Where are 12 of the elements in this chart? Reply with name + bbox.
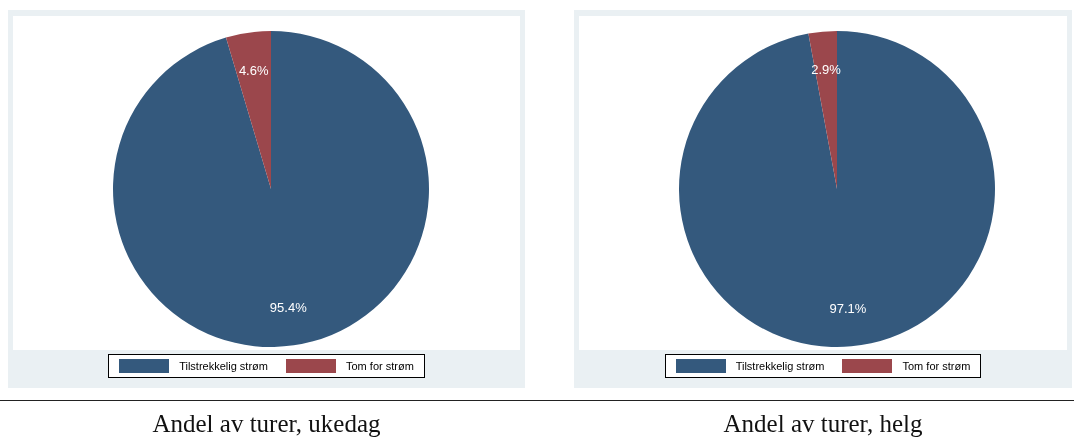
text: Andel av turer, ukedag [151, 410, 382, 438]
pie-slice [225, 31, 271, 189]
data-label: 97.1% [829, 301, 867, 317]
text: Andel av turer, helg [722, 410, 924, 438]
legend-label: Tilstrekkelig strøm [735, 360, 825, 372]
legend-label: Tom for strøm [902, 360, 971, 372]
legend-label: Tom for strøm [345, 360, 414, 372]
data-label: 95.4% [269, 300, 308, 316]
pie-slice [679, 31, 995, 347]
data-label: 4.6% [238, 62, 269, 78]
legend-label: Tilstrekkelig strøm [179, 360, 268, 372]
pie-slice [113, 31, 429, 347]
